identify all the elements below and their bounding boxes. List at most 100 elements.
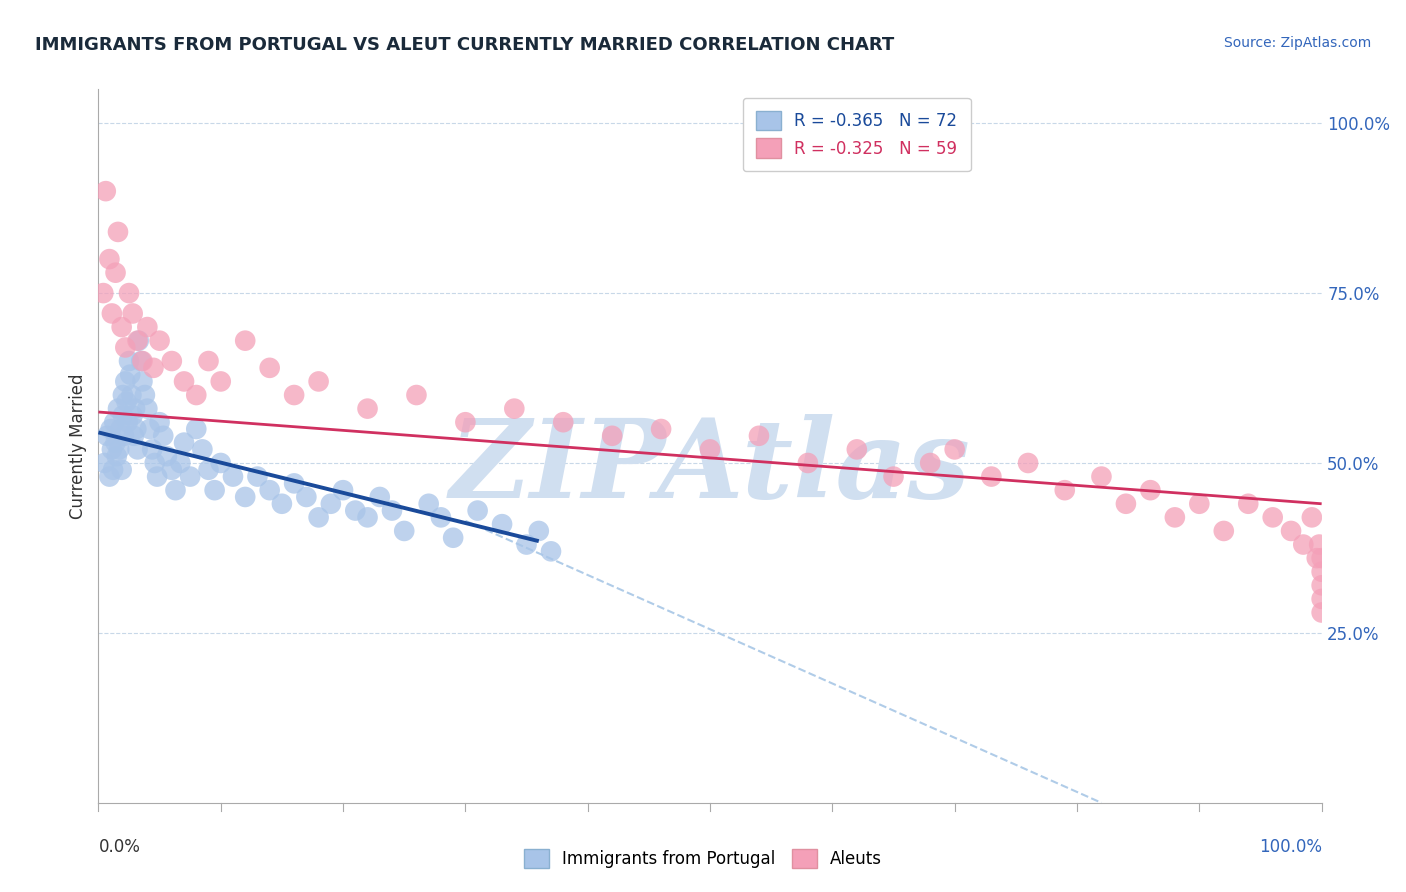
- Point: [127, 334, 149, 348]
- Point: [204, 483, 226, 498]
- Point: [1310, 565, 1333, 579]
- Point: [101, 442, 124, 457]
- Point: [1292, 537, 1315, 551]
- Point: [152, 429, 174, 443]
- Point: [1310, 551, 1333, 566]
- Point: [111, 388, 134, 402]
- Point: [122, 429, 145, 443]
- Point: [98, 469, 121, 483]
- Point: [356, 401, 378, 416]
- Point: [1017, 456, 1039, 470]
- Point: [160, 354, 183, 368]
- Point: [600, 429, 623, 443]
- Point: [1301, 510, 1323, 524]
- Point: [103, 415, 125, 429]
- Point: [344, 503, 367, 517]
- Point: [110, 422, 132, 436]
- Point: [141, 442, 163, 457]
- Text: ZIPAtlas: ZIPAtlas: [450, 414, 970, 521]
- Point: [845, 442, 868, 457]
- Point: [169, 456, 191, 470]
- Point: [441, 531, 464, 545]
- Point: [920, 456, 942, 470]
- Point: [553, 415, 575, 429]
- Point: [540, 544, 562, 558]
- Point: [121, 409, 143, 423]
- Point: [136, 401, 159, 416]
- Point: [128, 334, 150, 348]
- Point: [491, 517, 513, 532]
- Point: [392, 524, 416, 538]
- Point: [129, 354, 152, 368]
- Legend: R = -0.365   N = 72, R = -0.325   N = 59: R = -0.365 N = 72, R = -0.325 N = 59: [742, 97, 970, 171]
- Point: [1053, 483, 1076, 498]
- Text: Source: ZipAtlas.com: Source: ZipAtlas.com: [1223, 36, 1371, 50]
- Text: 0.0%: 0.0%: [98, 838, 141, 856]
- Point: [748, 429, 770, 443]
- Point: [1212, 524, 1234, 538]
- Point: [96, 429, 118, 443]
- Point: [179, 469, 201, 483]
- Point: [112, 429, 135, 443]
- Point: [467, 503, 489, 517]
- Point: [91, 286, 114, 301]
- Point: [259, 483, 281, 498]
- Point: [156, 449, 179, 463]
- Point: [121, 306, 143, 320]
- Point: [191, 442, 214, 457]
- Text: IMMIGRANTS FROM PORTUGAL VS ALEUT CURRENTLY MARRIED CORRELATION CHART: IMMIGRANTS FROM PORTUGAL VS ALEUT CURREN…: [35, 36, 894, 54]
- Point: [233, 490, 256, 504]
- Point: [308, 375, 330, 389]
- Point: [1164, 510, 1187, 524]
- Point: [136, 320, 159, 334]
- Point: [108, 442, 131, 457]
- Point: [104, 266, 127, 280]
- Point: [94, 184, 117, 198]
- Point: [120, 388, 142, 402]
- Point: [283, 476, 305, 491]
- Point: [104, 435, 127, 450]
- Text: 100.0%: 100.0%: [1258, 838, 1322, 856]
- Point: [165, 483, 187, 498]
- Y-axis label: Currently Married: Currently Married: [69, 373, 87, 519]
- Point: [1139, 483, 1161, 498]
- Point: [173, 435, 195, 450]
- Point: [1237, 497, 1260, 511]
- Point: [283, 388, 305, 402]
- Point: [173, 375, 195, 389]
- Point: [134, 388, 156, 402]
- Point: [186, 388, 208, 402]
- Point: [418, 497, 440, 511]
- Point: [1310, 578, 1333, 592]
- Point: [381, 503, 404, 517]
- Point: [1310, 591, 1333, 606]
- Point: [503, 401, 526, 416]
- Point: [259, 360, 281, 375]
- Point: [111, 320, 134, 334]
- Point: [209, 456, 232, 470]
- Point: [246, 469, 269, 483]
- Point: [107, 225, 129, 239]
- Point: [117, 415, 139, 429]
- Point: [405, 388, 427, 402]
- Point: [1115, 497, 1137, 511]
- Point: [332, 483, 354, 498]
- Point: [118, 286, 141, 301]
- Point: [142, 360, 165, 375]
- Point: [1310, 606, 1333, 620]
- Point: [143, 456, 166, 470]
- Legend: Immigrants from Portugal, Aleuts: Immigrants from Portugal, Aleuts: [517, 842, 889, 875]
- Point: [160, 463, 183, 477]
- Point: [114, 341, 136, 355]
- Point: [1279, 524, 1302, 538]
- Point: [131, 375, 153, 389]
- Point: [107, 401, 129, 416]
- Point: [146, 469, 169, 483]
- Point: [295, 490, 318, 504]
- Point: [127, 442, 149, 457]
- Point: [124, 401, 146, 416]
- Point: [105, 449, 128, 463]
- Point: [197, 463, 219, 477]
- Point: [125, 422, 148, 436]
- Point: [131, 354, 153, 368]
